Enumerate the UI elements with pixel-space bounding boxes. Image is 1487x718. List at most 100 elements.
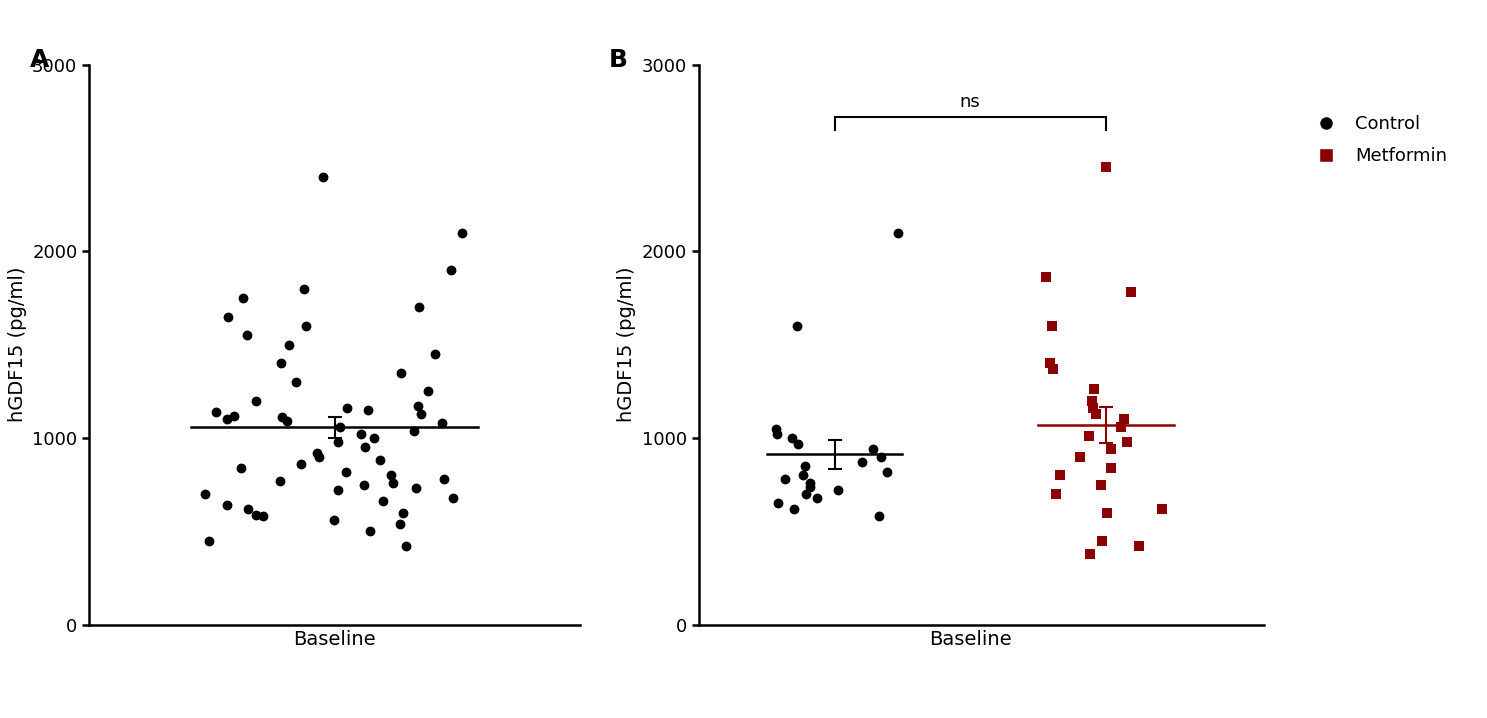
Point [326, 436, 349, 447]
Point [229, 462, 253, 474]
Point [1149, 503, 1173, 515]
Point [329, 421, 352, 432]
Point [1094, 162, 1118, 173]
Point [355, 404, 379, 416]
Point [827, 485, 851, 496]
Point [403, 425, 427, 437]
Point [404, 482, 428, 494]
Point [424, 348, 448, 360]
Point [409, 408, 433, 419]
Point [381, 477, 404, 488]
Y-axis label: hGDF15 (pg/ml): hGDF15 (pg/ml) [617, 267, 636, 422]
Point [886, 227, 910, 238]
Point [861, 444, 885, 455]
Point [791, 470, 815, 481]
Point [1109, 421, 1133, 432]
Point [1035, 271, 1059, 283]
Point [394, 541, 418, 552]
Point [1112, 414, 1136, 425]
Point [407, 302, 431, 313]
Point [361, 432, 385, 444]
Point [867, 510, 891, 522]
Point [268, 475, 291, 487]
Point [308, 451, 332, 462]
Point [1090, 535, 1114, 546]
Point [1068, 451, 1091, 462]
Point [851, 457, 874, 468]
Point [1094, 507, 1118, 518]
Text: ns: ns [959, 93, 980, 111]
Point [1081, 402, 1105, 414]
Text: B: B [608, 48, 628, 72]
Point [804, 492, 828, 503]
Point [216, 500, 239, 511]
Point [232, 292, 256, 304]
Point [391, 507, 415, 518]
Point [433, 473, 457, 485]
Point [793, 460, 816, 472]
Point [388, 518, 412, 530]
Point [323, 514, 346, 526]
Point [305, 447, 329, 459]
Point [379, 470, 403, 481]
Point [235, 330, 259, 341]
Point [1038, 358, 1062, 369]
Point [335, 402, 358, 414]
Point [868, 451, 892, 462]
Point [333, 466, 357, 477]
Point [1041, 363, 1065, 375]
Point [372, 495, 396, 507]
Point [764, 423, 788, 434]
Point [794, 488, 818, 500]
Point [293, 283, 317, 294]
Point [354, 442, 378, 453]
Point [311, 171, 335, 182]
Point [358, 526, 382, 537]
Point [785, 320, 809, 332]
Point [406, 401, 430, 412]
Point [1099, 462, 1123, 474]
Point [1044, 488, 1068, 500]
Point [781, 432, 804, 444]
Point [244, 395, 268, 406]
Point [1048, 470, 1072, 481]
Point [1083, 383, 1106, 395]
Point [369, 454, 393, 466]
Point [1127, 541, 1151, 552]
Point [1078, 548, 1102, 559]
Point [1118, 286, 1142, 298]
Point [430, 417, 454, 429]
Point [216, 414, 239, 425]
Point [290, 458, 314, 470]
Point [352, 479, 376, 490]
Point [799, 477, 822, 488]
Point [294, 320, 318, 332]
Legend: Control, Metformin: Control, Metformin [1301, 108, 1454, 172]
Point [236, 503, 260, 515]
Point [222, 410, 245, 421]
Point [766, 498, 790, 509]
Point [1090, 479, 1114, 490]
Point [390, 367, 413, 378]
Point [1084, 408, 1108, 419]
Point [442, 492, 465, 503]
Point [284, 376, 308, 388]
Point [193, 488, 217, 500]
Point [277, 339, 300, 350]
Point [204, 406, 228, 418]
Point [244, 509, 268, 521]
Point [787, 438, 810, 449]
Point [271, 411, 294, 423]
Point [251, 510, 275, 522]
Point [799, 481, 822, 493]
Point [1080, 395, 1103, 406]
Point [782, 503, 806, 515]
Y-axis label: hGDF15 (pg/ml): hGDF15 (pg/ml) [7, 267, 27, 422]
Point [1041, 320, 1065, 332]
Point [416, 386, 440, 397]
Point [876, 466, 900, 477]
Point [766, 429, 790, 440]
Point [216, 311, 239, 322]
Point [198, 535, 222, 546]
Point [349, 429, 373, 440]
